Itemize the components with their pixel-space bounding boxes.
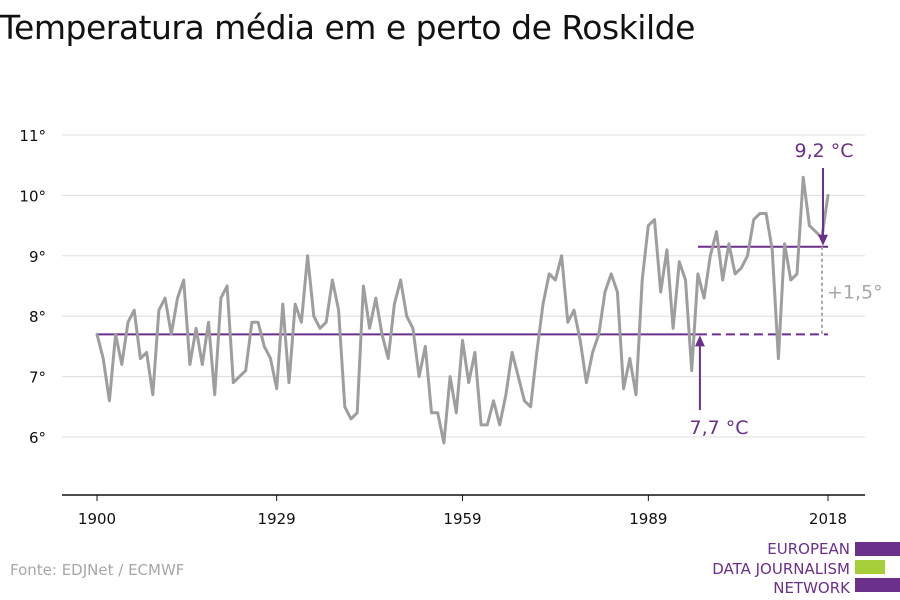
x-tick-label: 1959 xyxy=(443,510,481,528)
x-tick-label: 1989 xyxy=(629,510,667,528)
y-tick-label: 7° xyxy=(29,369,46,387)
logo-bar-3 xyxy=(855,578,900,592)
baseline-average-arrow-head xyxy=(694,335,705,347)
x-tick-label: 2018 xyxy=(809,510,847,528)
edjnet-logo: EUROPEAN DATA JOURNALISM NETWORK xyxy=(700,540,900,597)
temperature-series xyxy=(95,175,830,445)
y-tick-label: 9° xyxy=(29,248,46,266)
recent-average-label: 9,2 °C xyxy=(794,140,853,162)
chart-title: Temperatura média em e perto de Roskilde xyxy=(0,8,695,47)
source-note: Fonte: EDJNet / ECMWF xyxy=(10,561,185,579)
baseline-average-label: 7,7 °C xyxy=(689,417,748,439)
logo-bar-2 xyxy=(855,560,885,574)
y-tick-label: 11° xyxy=(19,127,46,145)
logo-bar-1 xyxy=(855,542,900,556)
y-axis-tick-labels: 6° 7° 8° 9° 10° 11° xyxy=(19,127,46,447)
logo-line-2: DATA JOURNALISM xyxy=(712,560,850,578)
y-tick-label: 6° xyxy=(29,429,46,447)
x-axis xyxy=(62,494,865,501)
average-lines xyxy=(97,245,828,336)
delta-label: +1,5° xyxy=(827,282,883,304)
logo-line-3: NETWORK xyxy=(773,579,850,597)
logo-line-1: EUROPEAN xyxy=(767,540,850,558)
line-chart: 6° 7° 8° 9° 10° 11° 1900 1929 1959 1989 2018 +1,5… xyxy=(19,127,882,528)
x-axis-tick-labels: 1900 1929 1959 1989 2018 xyxy=(78,510,847,528)
x-tick-label: 1900 xyxy=(78,510,116,528)
x-tick-label: 1929 xyxy=(258,510,296,528)
annotations: +1,5° 9,2 °C 7,7 °C xyxy=(689,140,882,439)
recent-average-arrow-head xyxy=(818,234,828,246)
y-tick-label: 10° xyxy=(19,187,46,205)
y-tick-label: 8° xyxy=(29,308,46,326)
grid-lines xyxy=(62,134,865,438)
series-line xyxy=(95,175,830,445)
